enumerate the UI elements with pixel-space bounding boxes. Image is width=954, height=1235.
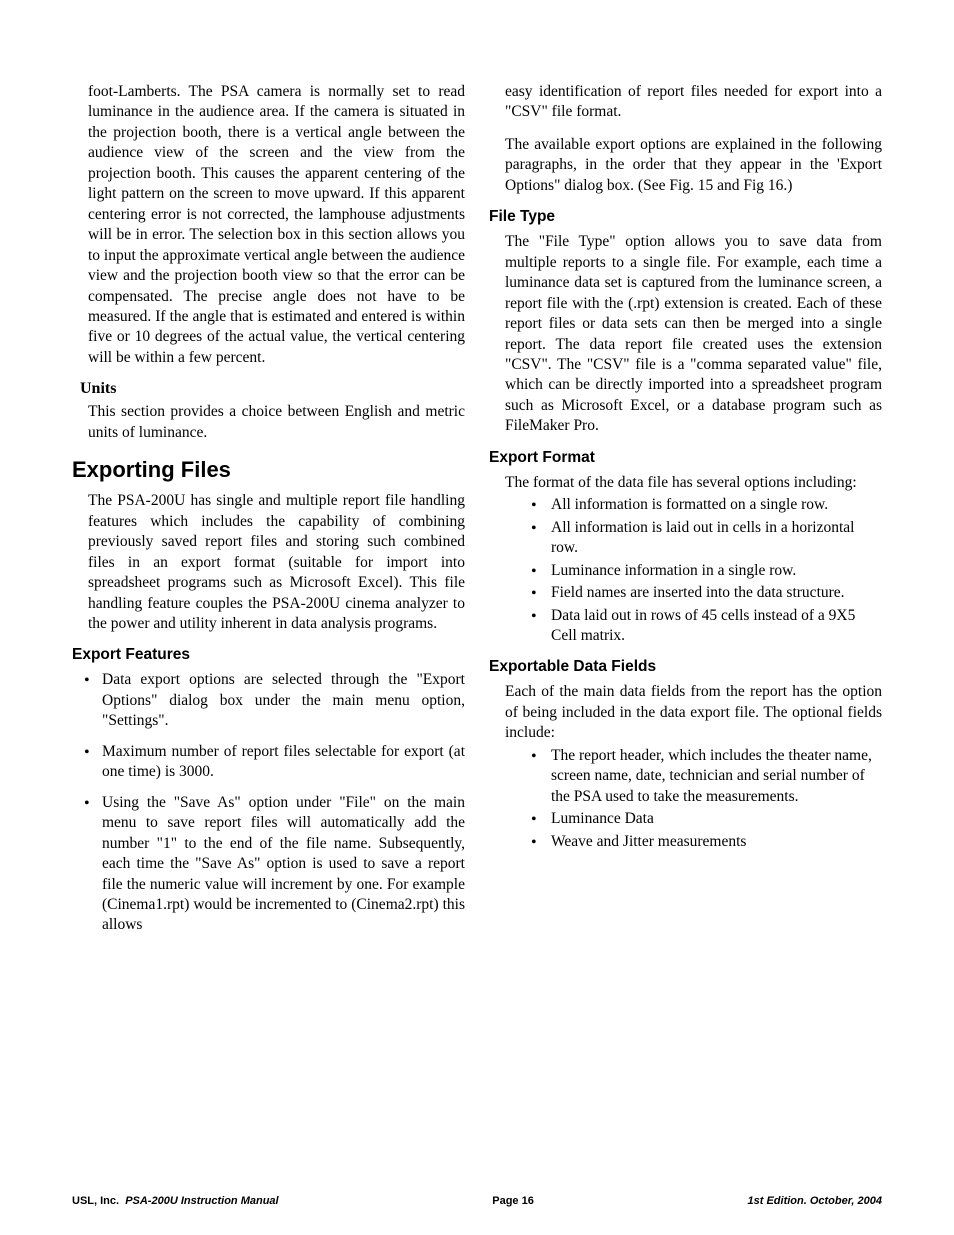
paragraph: This section provides a choice between E… — [72, 402, 465, 443]
list-item: All information is laid out in cells in … — [489, 518, 882, 559]
footer-center: Page 16 — [492, 1195, 534, 1207]
paragraph: The available export options are explain… — [489, 135, 882, 196]
paragraph: Each of the main data fields from the re… — [489, 682, 882, 743]
page-footer: USL, Inc. PSA-200U Instruction Manual Pa… — [72, 1195, 882, 1207]
footer-page-label: Page — [492, 1195, 518, 1207]
paragraph: The format of the data file has several … — [489, 473, 882, 493]
right-column: easy identification of report files need… — [489, 82, 882, 1154]
list-item: Data laid out in rows of 45 cells instea… — [489, 606, 882, 647]
export-features-list: Data export options are selected through… — [72, 670, 465, 935]
footer-manual-title: PSA-200U Instruction Manual — [125, 1195, 278, 1207]
paragraph: The "File Type" option allows you to sav… — [489, 232, 882, 437]
footer-edition: 1st Edition. October, 2004 — [748, 1195, 883, 1207]
footer-page-number: 16 — [522, 1195, 534, 1207]
list-item: Maximum number of report files selectabl… — [72, 742, 465, 783]
heading-file-type: File Type — [489, 208, 882, 226]
heading-exporting-files: Exporting Files — [72, 457, 465, 483]
heading-units: Units — [72, 380, 465, 398]
footer-left: USL, Inc. PSA-200U Instruction Manual — [72, 1195, 279, 1207]
list-item: All information is formatted on a single… — [489, 495, 882, 515]
list-item: Field names are inserted into the data s… — [489, 583, 882, 603]
list-item: Luminance information in a single row. — [489, 561, 882, 581]
heading-export-format: Export Format — [489, 449, 882, 467]
list-item: Luminance Data — [489, 809, 882, 829]
exportable-fields-list: The report header, which includes the th… — [489, 746, 882, 852]
paragraph: easy identification of report files need… — [489, 82, 882, 123]
paragraph: foot-Lamberts. The PSA camera is normall… — [72, 82, 465, 368]
list-item: Data export options are selected through… — [72, 670, 465, 731]
list-item: Weave and Jitter measurements — [489, 832, 882, 852]
heading-export-features: Export Features — [72, 646, 465, 664]
export-format-list: All information is formatted on a single… — [489, 495, 882, 646]
left-column: foot-Lamberts. The PSA camera is normall… — [72, 82, 465, 1154]
paragraph: The PSA-200U has single and multiple rep… — [72, 491, 465, 634]
heading-exportable-data-fields: Exportable Data Fields — [489, 658, 882, 676]
footer-company: USL, Inc. — [72, 1195, 119, 1207]
list-item: Using the "Save As" option under "File" … — [72, 793, 465, 936]
list-item: The report header, which includes the th… — [489, 746, 882, 807]
